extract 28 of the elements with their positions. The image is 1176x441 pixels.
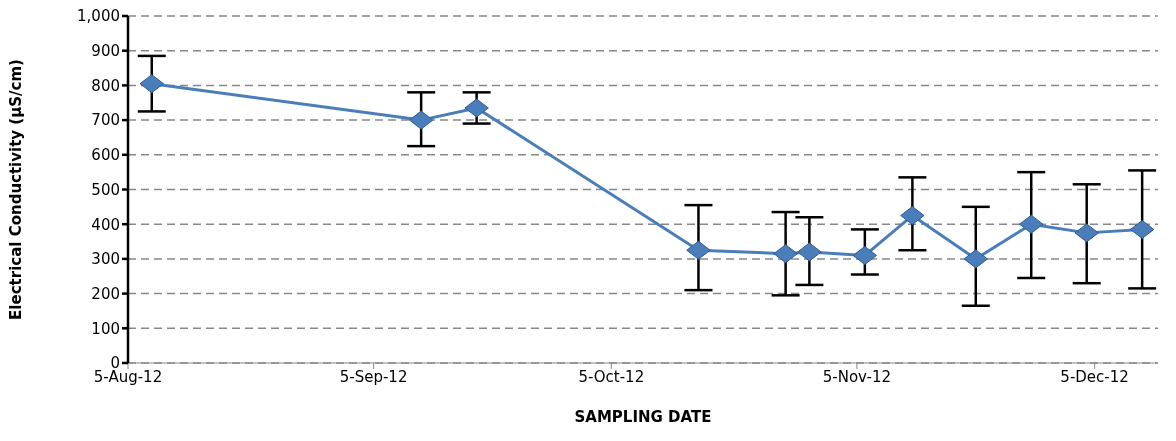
y-tick-label: 500 <box>91 180 120 199</box>
point <box>686 240 711 260</box>
y-tick-label: 1,000 <box>77 7 120 26</box>
x-tick-label: 5-Nov-12 <box>822 367 892 386</box>
point <box>408 110 434 130</box>
y-tick-label: 400 <box>91 215 120 234</box>
y-tick-label: 800 <box>91 76 120 95</box>
x-tick-label: 5-Oct-12 <box>578 367 645 386</box>
x-tick-label: 5-Sep-12 <box>339 367 408 386</box>
x-tick-label: 5-Dec-12 <box>1060 367 1129 386</box>
y-tick-label: 900 <box>91 42 120 61</box>
point <box>773 244 798 264</box>
y-tick-label: 200 <box>91 284 120 303</box>
y-tick-label: 100 <box>91 319 120 338</box>
y-tick-label: 700 <box>91 111 120 130</box>
y-tick-label: 600 <box>91 146 120 165</box>
point <box>852 245 878 265</box>
point <box>1129 219 1155 239</box>
point <box>1019 214 1044 234</box>
y-axis-title: Electrical Conductivity (µS/cm) <box>7 59 26 320</box>
point <box>963 249 988 269</box>
point <box>464 98 489 118</box>
y-tick-label: 300 <box>91 250 120 269</box>
x-axis-title: SAMPLING DATE <box>574 407 712 426</box>
point <box>900 206 925 226</box>
point <box>1074 223 1099 243</box>
point <box>139 74 164 94</box>
point <box>797 242 822 262</box>
